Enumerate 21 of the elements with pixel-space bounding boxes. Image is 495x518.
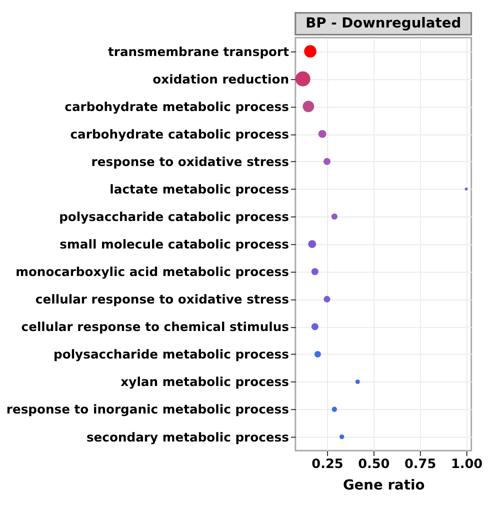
y-tick-label: secondary metabolic process xyxy=(86,430,289,444)
y-tick-label: transmembrane transport xyxy=(108,44,290,59)
y-tick-label: response to inorganic metabolic process xyxy=(6,402,289,417)
y-tick-label: xylan metabolic process xyxy=(120,375,289,390)
y-tick-label: monocarboxylic acid metabolic process xyxy=(16,265,289,280)
y-tick-label: lactate metabolic process xyxy=(110,182,289,196)
x-tick-label: 1.00 xyxy=(450,456,483,472)
x-tick-label: 0.25 xyxy=(312,456,344,472)
y-tick-label: carbohydrate metabolic process xyxy=(64,100,289,114)
y-tick-label: polysaccharide metabolic process xyxy=(53,348,289,362)
chart-title: BP - Downregulated xyxy=(306,16,462,32)
x-tick-label: 0.75 xyxy=(404,456,436,472)
y-tick-label: cellular response to oxidative stress xyxy=(35,292,289,307)
y-tick-label: polysaccharide catabolic process xyxy=(59,210,289,224)
x-tick-label: 0.50 xyxy=(358,456,390,472)
y-tick-label: small molecule catabolic process xyxy=(60,238,289,252)
y-tick-label: response to oxidative stress xyxy=(91,154,289,169)
x-axis-title: Gene ratio xyxy=(342,478,425,494)
y-tick-label: oxidation reduction xyxy=(152,72,289,86)
y-tick-label: cellular response to chemical stimulus xyxy=(21,320,289,334)
y-tick-label: carbohydrate catabolic process xyxy=(70,127,289,142)
